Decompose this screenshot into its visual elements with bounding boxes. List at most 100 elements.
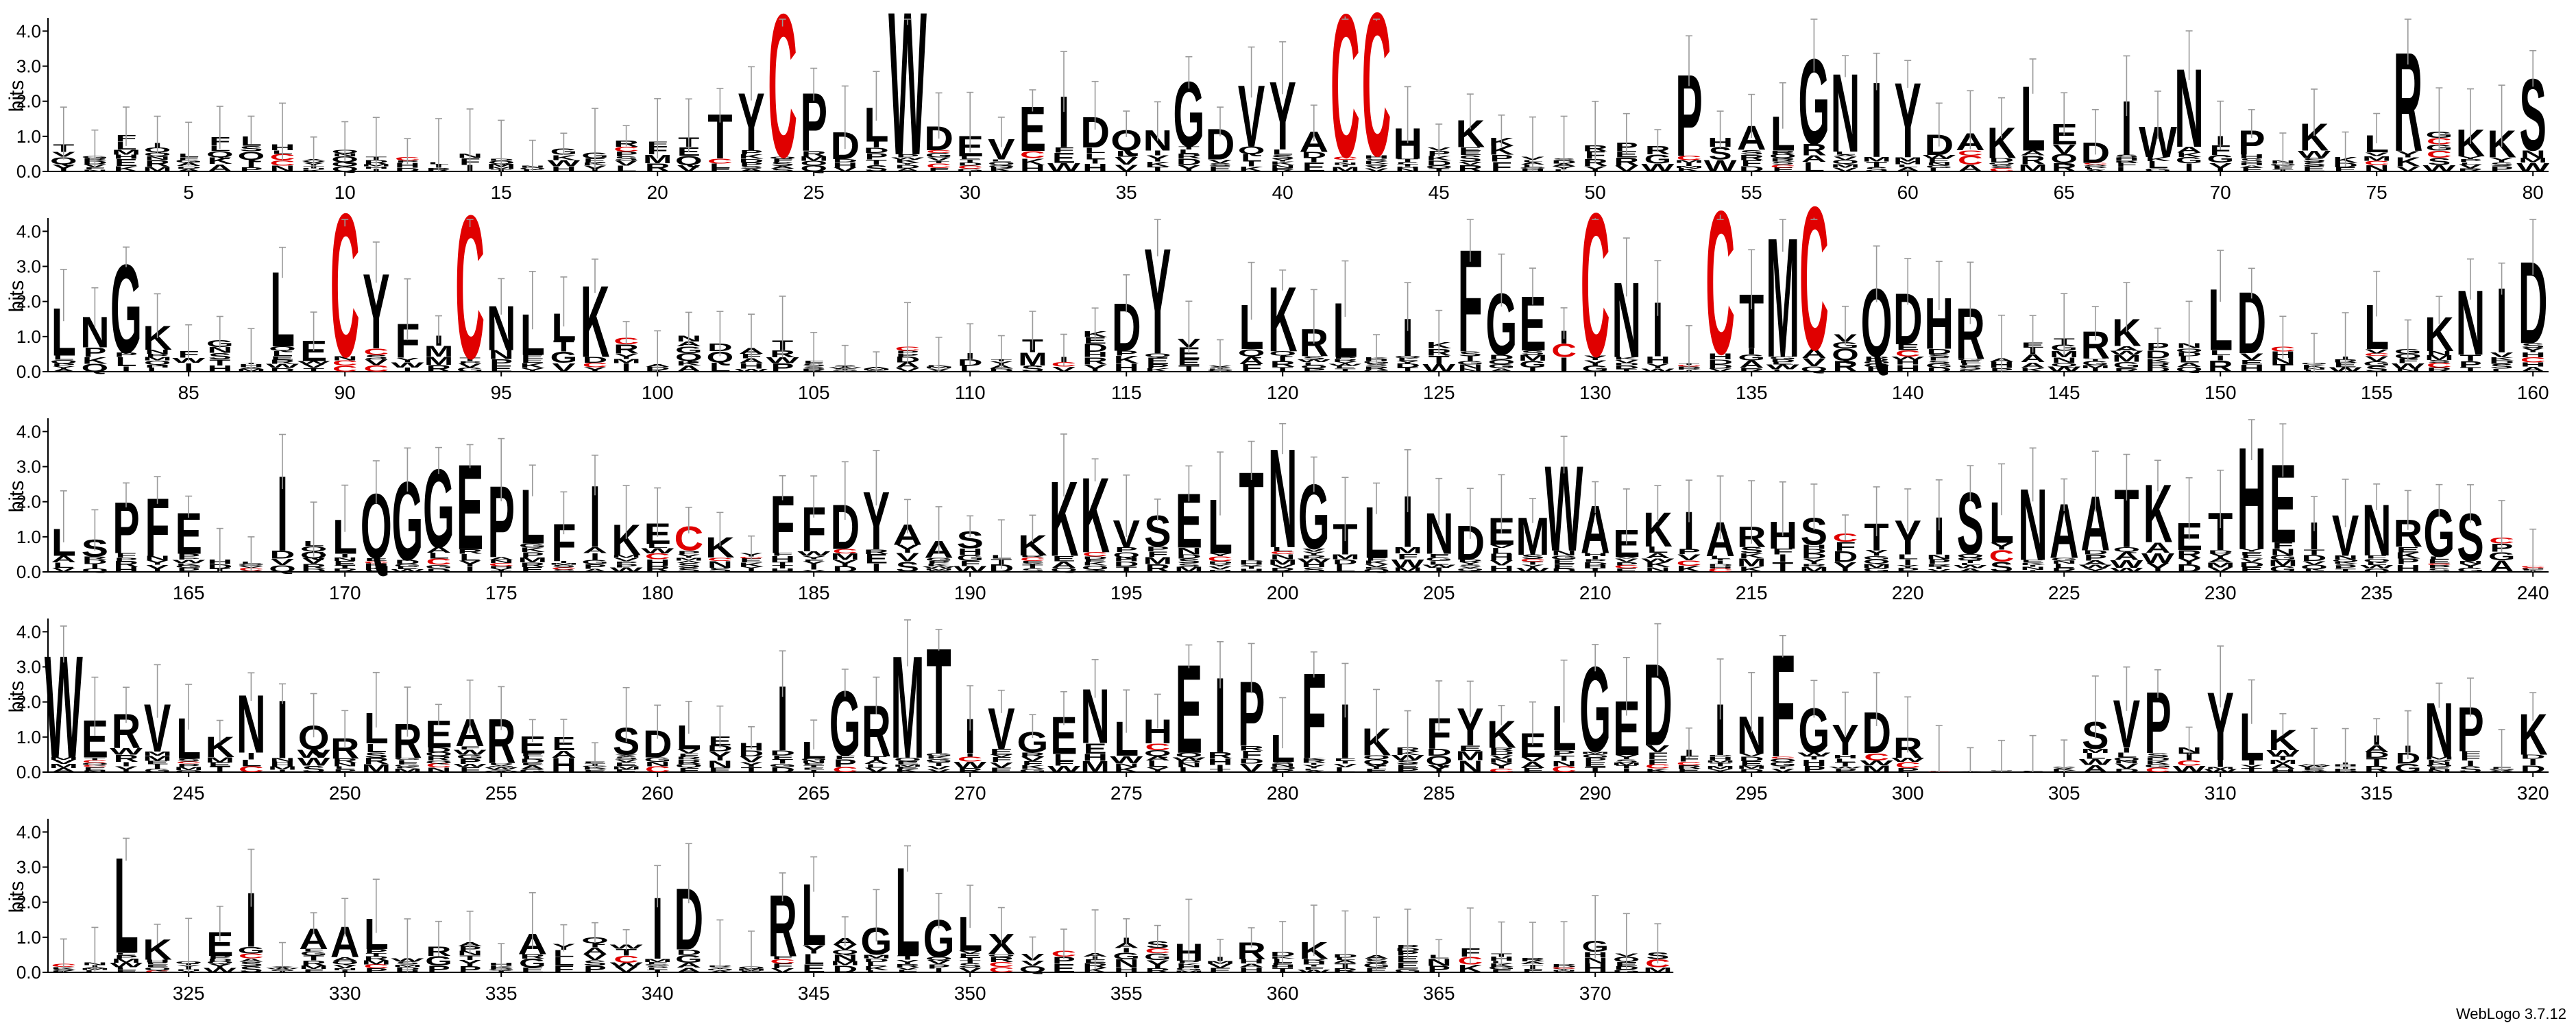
minor-residue: V <box>1208 158 1232 164</box>
logo-column-74: EDK <box>2333 131 2358 173</box>
y-tick-label: 0.0 <box>16 161 41 182</box>
x-tick-label: 40 <box>1272 182 1293 203</box>
minor-residue: Q <box>1238 347 1265 359</box>
residue-C: C <box>1799 164 1829 393</box>
x-tick-label: 335 <box>485 983 518 1004</box>
minor-residue: C <box>613 145 639 153</box>
minor-residue: D <box>1989 157 2015 163</box>
minor-residue: L <box>1803 160 1825 174</box>
minor-residue: S <box>1208 163 1232 167</box>
minor-residue: P <box>896 154 919 158</box>
minor-residue: R <box>2114 160 2139 164</box>
minor-residue: Y <box>146 559 169 566</box>
x-tick-label: 90 <box>335 382 356 403</box>
minor-residue: L <box>1241 152 1262 164</box>
logo-column-370: HNHG <box>1581 895 1609 975</box>
minor-residue: S <box>1365 158 1388 162</box>
minor-residue: Y <box>146 563 169 574</box>
y-tick-label: 1.0 <box>16 126 41 147</box>
minor-residue: D <box>583 355 608 364</box>
minor-residue: R <box>2052 161 2077 174</box>
minor-residue: A <box>1833 154 1858 157</box>
minor-residue: Q <box>769 156 797 159</box>
minor-residue: H <box>1114 361 1139 374</box>
x-tick-label: 320 <box>2517 782 2549 804</box>
minor-residue: V <box>1052 365 1076 374</box>
y-tick-label: 1.0 <box>16 527 41 547</box>
minor-residue: A <box>51 368 76 372</box>
logo-column-363: EGSA <box>1363 916 1390 974</box>
logo-column-319: VVQF <box>2488 729 2515 773</box>
minor-residue: W <box>2048 365 2080 373</box>
minor-residue: P <box>52 363 75 367</box>
minor-residue: A <box>676 363 701 373</box>
minor-residue: R <box>1801 141 1827 159</box>
minor-residue: F <box>1335 365 1356 369</box>
minor-residue: C <box>2082 163 2108 165</box>
minor-residue: W <box>2422 163 2455 173</box>
minor-residue: F <box>115 552 136 559</box>
logo-column-355: HNGIAI <box>1113 918 1140 974</box>
minor-residue: E <box>271 355 294 361</box>
minor-residue: C <box>1958 154 1983 167</box>
minor-residue: Y <box>1177 163 1200 173</box>
y-tick-label: 4.0 <box>16 221 41 241</box>
x-tick-label: 80 <box>2523 182 2544 203</box>
minor-residue: S <box>2427 359 2451 363</box>
minor-residue: V <box>52 567 76 573</box>
minor-residue: D <box>2146 348 2171 361</box>
minor-residue: S <box>2490 161 2514 167</box>
minor-residue: H <box>2239 162 2264 167</box>
minor-residue: M <box>1831 163 1860 169</box>
minor-residue: E <box>1615 149 1638 160</box>
minor-residue: Y <box>2209 161 2232 175</box>
minor-residue: G <box>1581 363 1609 373</box>
minor-residue: C <box>2427 149 2452 160</box>
minor-residue: A <box>2082 169 2108 172</box>
minor-residue: L <box>2491 368 2512 373</box>
minor-residue: C <box>1551 340 1577 361</box>
minor-residue: Q <box>50 359 77 365</box>
minor-residue: V <box>1834 156 1857 161</box>
minor-residue: N <box>145 349 170 355</box>
minor-residue: G <box>1738 353 1765 363</box>
logo-row-3: bits 0.0 1.0 2.0 3.0 4.0 165 170 175 180 185 190 195… <box>5 418 2549 603</box>
minor-residue: C <box>958 165 983 170</box>
minor-residue: S <box>2365 365 2388 374</box>
minor-residue: V <box>2365 152 2388 158</box>
minor-residue: V <box>1365 167 1388 172</box>
minor-residue: V <box>615 159 639 167</box>
minor-residue: K <box>1145 160 1170 168</box>
minor-residue: T <box>928 160 949 165</box>
minor-residue: G <box>1925 165 1953 169</box>
minor-residue: T <box>1272 365 1293 373</box>
x-tick-label: 370 <box>1579 983 1612 1004</box>
